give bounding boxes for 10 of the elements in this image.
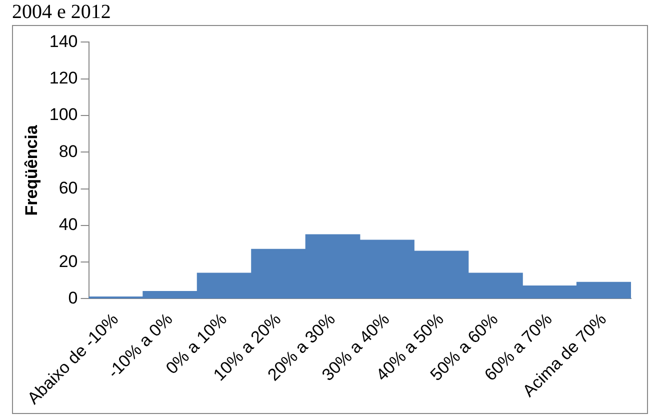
y-tick-label: 100 (49, 105, 78, 124)
y-tick-label: 60 (58, 178, 78, 198)
y-tick-label: 0 (68, 288, 78, 308)
y-tick-label: 80 (58, 142, 78, 161)
y-tick-label: 120 (49, 68, 78, 88)
y-axis-title: Freqüência (22, 124, 41, 216)
y-tick-label: 20 (58, 252, 78, 271)
text: 2004 e 2012 (12, 1, 111, 23)
y-tick-label: 140 (49, 32, 78, 51)
y-tick-label: 40 (58, 215, 78, 234)
